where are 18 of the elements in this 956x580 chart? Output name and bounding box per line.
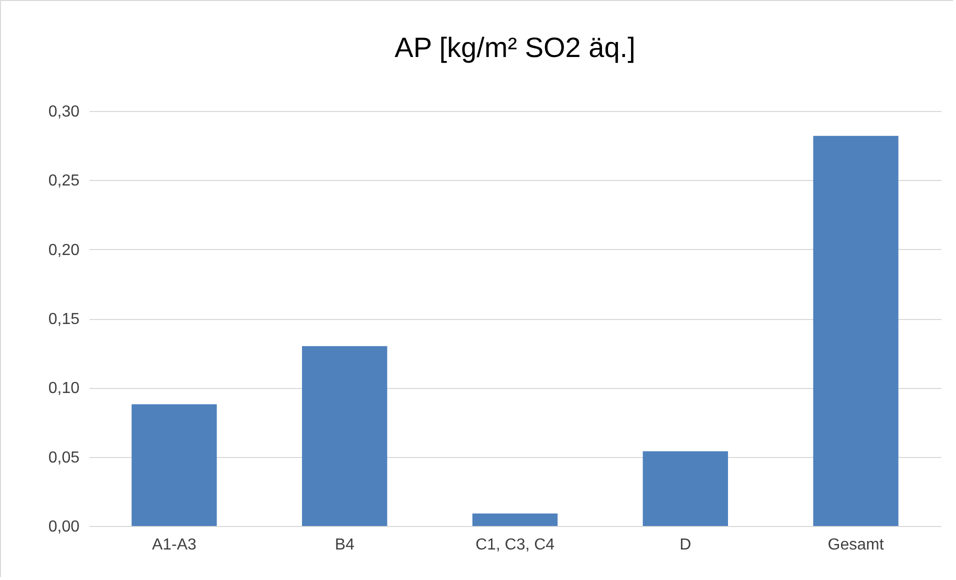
- y-tick-label: 0,15: [48, 311, 80, 328]
- x-tick-label: C1, C3, C4: [475, 536, 555, 554]
- x-tick-label: Gesamt: [828, 536, 884, 554]
- chart-title: AP [kg/m² SO2 äq.]: [394, 32, 636, 63]
- x-tick-label: D: [680, 536, 692, 554]
- bar: [642, 451, 728, 526]
- y-tick-label: 0,25: [48, 172, 80, 190]
- y-tick-label: 0,00: [48, 518, 80, 536]
- bar: [472, 514, 558, 526]
- x-tick-label: A1-A3: [152, 536, 197, 554]
- x-tick-label: B4: [334, 536, 354, 554]
- bar: [132, 404, 217, 526]
- y-tick-label: 0,30: [48, 104, 80, 120]
- y-tick-label: 0,10: [48, 380, 80, 398]
- bar: [813, 136, 898, 526]
- y-tick-label: 0,20: [48, 242, 80, 259]
- bar: [302, 346, 388, 526]
- y-tick-label: 0,05: [48, 449, 80, 466]
